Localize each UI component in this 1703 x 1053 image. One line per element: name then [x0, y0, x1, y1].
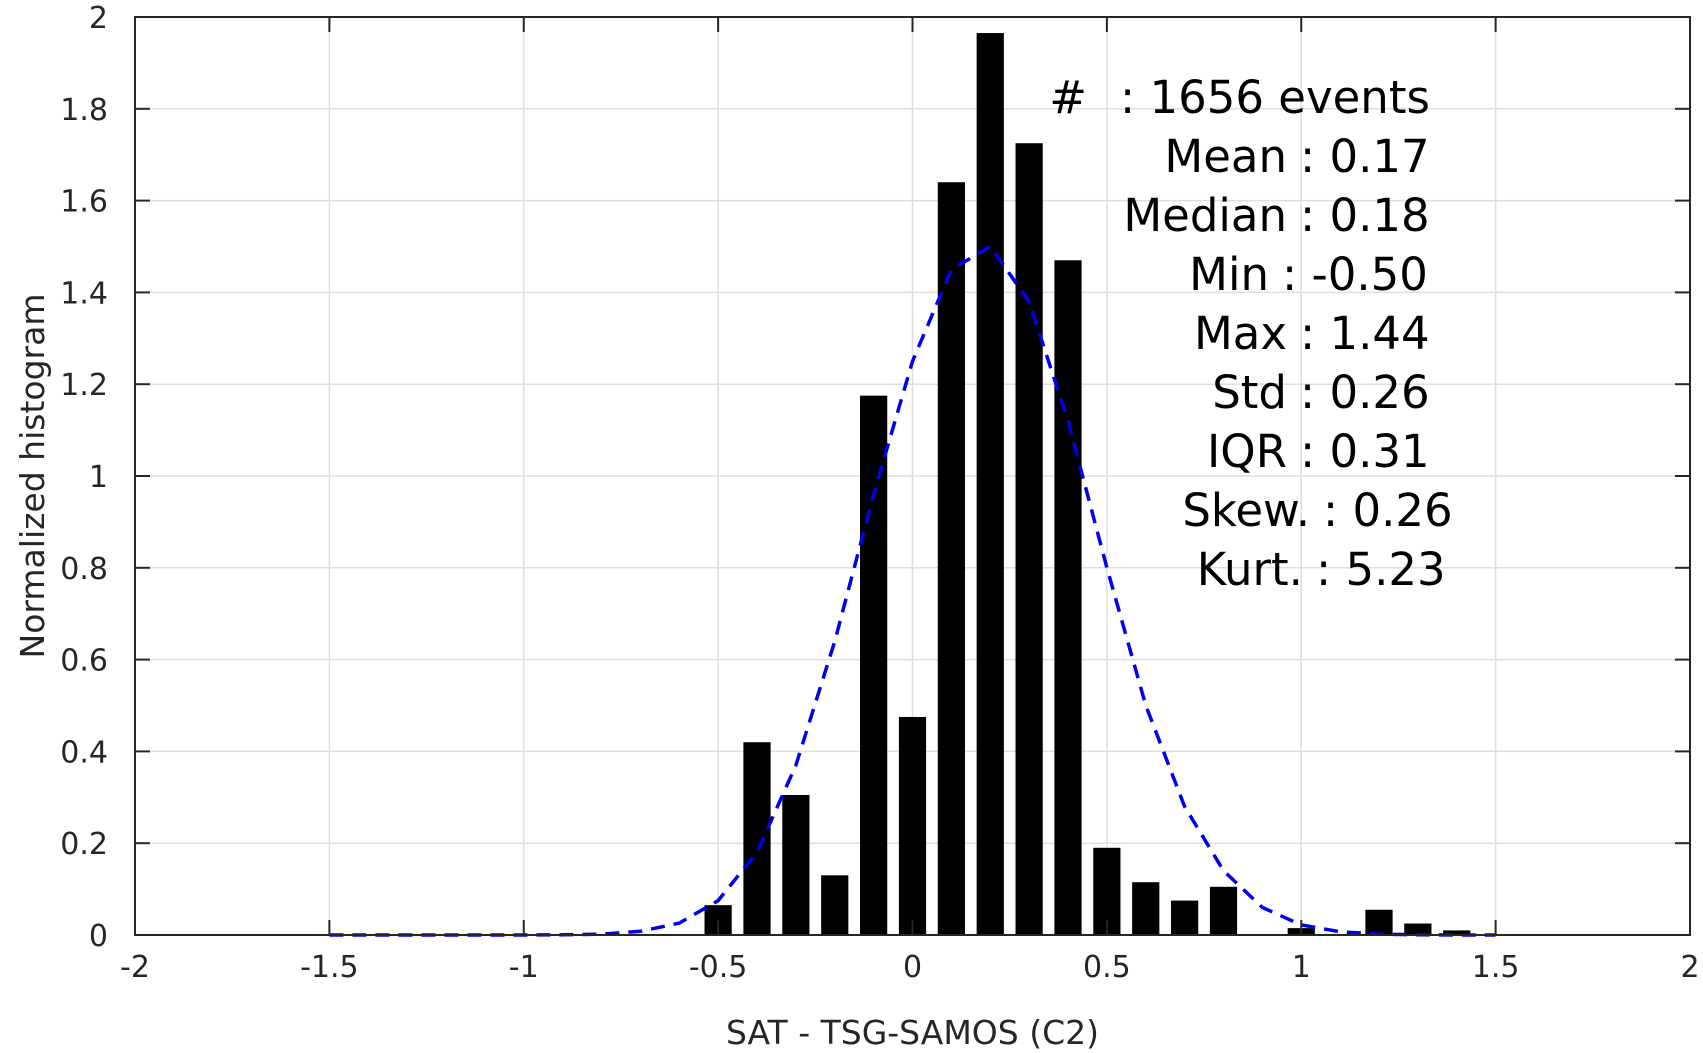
histogram-bar	[1054, 260, 1082, 935]
stat-value: : 0.26	[1323, 484, 1453, 537]
x-tick-label: 2	[1680, 950, 1699, 985]
stat-label: Kurt.	[1197, 543, 1303, 596]
y-tick-label: 0.8	[60, 552, 108, 587]
stat-value: : 0.18	[1300, 189, 1430, 242]
stat-line: Std: 0.26	[1212, 366, 1429, 419]
histogram-bar	[898, 716, 927, 935]
y-tick-label: 0	[89, 919, 108, 954]
histogram-bar	[743, 742, 771, 935]
histogram-bar	[937, 182, 965, 936]
histogram-bars	[704, 33, 1471, 936]
stat-line: Median: 0.18	[1123, 189, 1429, 242]
stat-label: Min	[1189, 248, 1269, 301]
y-tick-label: 1.4	[60, 276, 108, 311]
stat-label: #	[1049, 71, 1087, 124]
y-tick-label: 0.6	[60, 644, 108, 679]
stat-label: IQR	[1207, 425, 1287, 478]
y-tick-label: 0.4	[60, 735, 108, 770]
stat-line: Min: -0.50	[1189, 248, 1428, 301]
stat-line: Kurt.: 5.23	[1197, 543, 1446, 596]
stat-line: Max: 1.44	[1194, 307, 1430, 360]
histogram-bar	[1015, 143, 1043, 936]
stat-label: Max	[1194, 307, 1287, 360]
stat-line: IQR: 0.31	[1207, 425, 1430, 478]
x-tick-labels: -2 -1.5 -1 -0.5 0 0.5 1 1.5 2	[120, 950, 1700, 985]
y-tick-label: 1.2	[60, 368, 108, 403]
y-axis-label: Normalized histogram	[13, 294, 52, 659]
x-axis-label: SAT - TSG-SAMOS (C2)	[726, 1013, 1099, 1052]
x-tick-label: -2	[120, 950, 150, 985]
stat-label: Std	[1212, 366, 1287, 419]
plot-axes	[134, 16, 1691, 936]
stat-value: : 0.17	[1300, 130, 1430, 183]
x-tick-label: 0	[903, 950, 922, 985]
histogram-bar	[976, 33, 1004, 935]
stat-value: : 0.31	[1300, 425, 1430, 478]
stat-label: Median	[1123, 189, 1287, 242]
x-tick-label: -1	[509, 950, 539, 985]
stat-value: : -0.50	[1282, 248, 1428, 301]
stat-line: Mean: 0.17	[1164, 130, 1429, 183]
y-tick-label: 0.2	[60, 827, 108, 862]
stat-label: Mean	[1164, 130, 1287, 183]
histogram-bar	[1443, 930, 1471, 935]
x-tick-label: 0.5	[1083, 950, 1131, 985]
stat-value: : 5.23	[1316, 543, 1446, 596]
x-tick-label: 1	[1292, 950, 1311, 985]
grid-lines	[134, 16, 1691, 936]
histogram-bar	[1171, 900, 1199, 935]
stat-line: # : 1656 events	[1049, 71, 1430, 124]
x-tick-label: -1.5	[300, 950, 359, 985]
stat-value: : 1.44	[1300, 307, 1430, 360]
histogram-bar	[1365, 909, 1393, 935]
histogram-bar	[1404, 923, 1432, 935]
stat-label: Skew.	[1182, 484, 1310, 537]
stat-value: : 1656 events	[1120, 71, 1430, 124]
y-tick-labels: 0 0.2 0.4 0.6 0.8 1 1.2 1.4 1.6 1.8 2	[60, 1, 108, 954]
x-tick-label: -0.5	[689, 950, 748, 985]
y-tick-label: 1	[89, 460, 108, 495]
y-tick-label: 1.8	[60, 93, 108, 128]
stat-line: Skew.: 0.26	[1182, 484, 1452, 537]
stat-value: : 0.26	[1300, 366, 1430, 419]
histogram-bar	[1132, 882, 1160, 935]
y-tick-label: 2	[89, 1, 108, 36]
histogram-bar	[860, 395, 888, 935]
histogram-bar	[1209, 886, 1238, 935]
histogram-bar	[782, 795, 810, 935]
x-tick-label: 1.5	[1472, 950, 1520, 985]
y-tick-label: 1.6	[60, 185, 108, 220]
histogram-bar	[821, 875, 849, 935]
